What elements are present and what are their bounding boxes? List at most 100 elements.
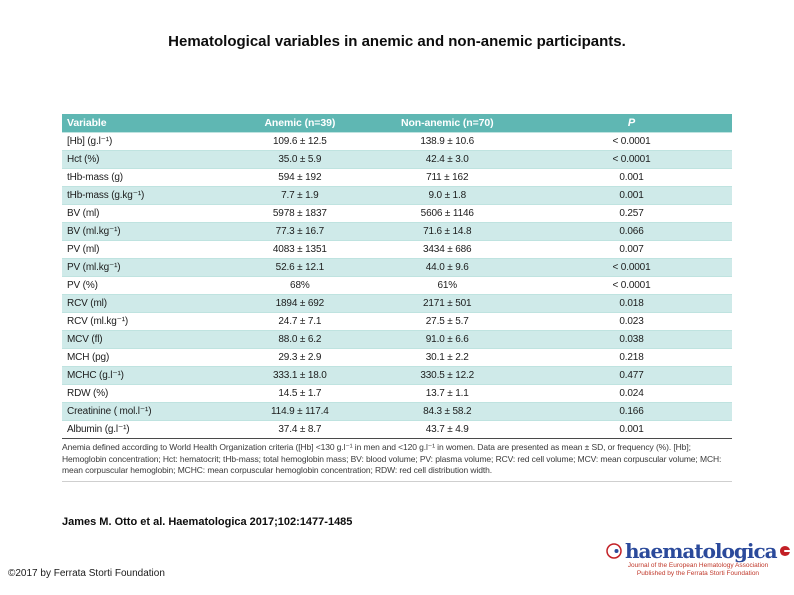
cell-non-anemic-value: 84.3 ± 58.2 (363, 402, 531, 421)
cell-non-anemic-value: 43.7 ± 4.9 (363, 420, 531, 439)
cell-anemic-value: 114.9 ± 117.4 (236, 402, 364, 421)
cell-anemic-value: 14.5 ± 1.7 (236, 384, 364, 403)
cell-non-anemic-value: 138.9 ± 10.6 (363, 132, 531, 151)
cell-p-value: 0.001 (530, 186, 732, 205)
cell-non-anemic-value: 27.5 ± 5.7 (363, 312, 531, 331)
table-row: MCHC (g.l⁻¹) 333.1 ± 18.0 330.5 ± 12.2 0… (62, 366, 732, 385)
cell-non-anemic-value: 42.4 ± 3.0 (363, 150, 531, 169)
cell-anemic-value: 333.1 ± 18.0 (236, 366, 364, 385)
cell-anemic-value: 29.3 ± 2.9 (236, 348, 364, 367)
cell-variable: MCH (pg) (62, 348, 237, 367)
table-row: RCV (ml) 1894 ± 692 2171 ± 501 0.018 (62, 294, 732, 313)
cell-variable: BV (ml.kg⁻¹) (62, 222, 237, 241)
cell-p-value: 0.001 (530, 420, 732, 439)
cell-p-value: < 0.0001 (530, 150, 732, 169)
copyright: ©2017 by Ferrata Storti Foundation (8, 568, 165, 579)
cell-non-anemic-value: 5606 ± 1146 (363, 204, 531, 223)
table-header-row: Variable Anemic (n=39) Non-anemic (n=70)… (62, 114, 732, 133)
table-row: PV (ml.kg⁻¹) 52.6 ± 12.1 44.0 ± 9.6 < 0.… (62, 258, 732, 277)
cell-anemic-value: 7.7 ± 1.9 (236, 186, 364, 205)
cell-variable: Hct (%) (62, 150, 237, 169)
slide-title: Hematological variables in anemic and no… (168, 33, 626, 50)
haematologica-globe-icon (606, 543, 622, 559)
cell-anemic-value: 88.0 ± 6.2 (236, 330, 364, 349)
logo-tagline-1: Journal of the European Hematology Assoc… (627, 562, 769, 569)
cell-p-value: 0.218 (530, 348, 732, 367)
cell-p-value: 0.001 (530, 168, 732, 187)
haematologica-logo: haematologica Journal of the European He… (606, 539, 794, 578)
column-header-non-anemic: Non-anemic (n=70) (363, 114, 531, 133)
eha-mark-icon (779, 546, 794, 556)
cell-anemic-value: 109.6 ± 12.5 (236, 132, 364, 151)
data-table: Variable Anemic (n=39) Non-anemic (n=70)… (62, 114, 732, 439)
cell-p-value: 0.007 (530, 240, 732, 259)
cell-anemic-value: 4083 ± 1351 (236, 240, 364, 259)
cell-p-value: 0.038 (530, 330, 732, 349)
cell-anemic-value: 5978 ± 1837 (236, 204, 364, 223)
cell-variable: RCV (ml.kg⁻¹) (62, 312, 237, 331)
cell-anemic-value: 35.0 ± 5.9 (236, 150, 364, 169)
cell-anemic-value: 68% (236, 276, 364, 295)
cell-non-anemic-value: 711 ± 162 (363, 168, 531, 187)
cell-variable: tHb-mass (g.kg⁻¹) (62, 186, 237, 205)
cell-p-value: 0.166 (530, 402, 732, 421)
table-row: MCH (pg) 29.3 ± 2.9 30.1 ± 2.2 0.218 (62, 348, 732, 367)
cell-p-value: 0.477 (530, 366, 732, 385)
cell-variable: MCV (fl) (62, 330, 237, 349)
cell-non-anemic-value: 330.5 ± 12.2 (363, 366, 531, 385)
table-row: tHb-mass (g.kg⁻¹) 7.7 ± 1.9 9.0 ± 1.8 0.… (62, 186, 732, 205)
cell-non-anemic-value: 2171 ± 501 (363, 294, 531, 313)
cell-p-value: < 0.0001 (530, 132, 732, 151)
table-row: BV (ml) 5978 ± 1837 5606 ± 1146 0.257 (62, 204, 732, 223)
table-footnote: Anemia defined according to World Health… (62, 442, 732, 483)
cell-p-value: < 0.0001 (530, 276, 732, 295)
cell-variable: BV (ml) (62, 204, 237, 223)
table-row: BV (ml.kg⁻¹) 77.3 ± 16.7 71.6 ± 14.8 0.0… (62, 222, 732, 241)
column-header-anemic: Anemic (n=39) (236, 114, 364, 133)
column-header-p: P (530, 114, 732, 133)
cell-variable: Creatinine ( mol.l⁻¹) (62, 402, 237, 421)
logo-wordmark: haematologica (625, 539, 778, 563)
cell-variable: MCHC (g.l⁻¹) (62, 366, 237, 385)
table-row: Creatinine ( mol.l⁻¹) 114.9 ± 117.4 84.3… (62, 402, 732, 421)
cell-anemic-value: 37.4 ± 8.7 (236, 420, 364, 439)
citation: James M. Otto et al. Haematologica 2017;… (62, 516, 353, 528)
cell-non-anemic-value: 13.7 ± 1.1 (363, 384, 531, 403)
logo-tagline-2: Published by the Ferrata Storti Foundati… (636, 570, 760, 578)
cell-anemic-value: 52.6 ± 12.1 (236, 258, 364, 277)
cell-variable: PV (ml.kg⁻¹) (62, 258, 237, 277)
cell-variable: RDW (%) (62, 384, 237, 403)
cell-variable: PV (%) (62, 276, 237, 295)
cell-p-value: < 0.0001 (530, 258, 732, 277)
cell-non-anemic-value: 30.1 ± 2.2 (363, 348, 531, 367)
cell-p-value: 0.018 (530, 294, 732, 313)
cell-non-anemic-value: 44.0 ± 9.6 (363, 258, 531, 277)
cell-variable: Albumin (g.l⁻¹) (62, 420, 237, 439)
table-row: RDW (%) 14.5 ± 1.7 13.7 ± 1.1 0.024 (62, 384, 732, 403)
cell-non-anemic-value: 61% (363, 276, 531, 295)
table-body: [Hb] (g.l⁻¹) 109.6 ± 12.5 138.9 ± 10.6 <… (62, 132, 732, 439)
cell-variable: PV (ml) (62, 240, 237, 259)
table-row: tHb-mass (g) 594 ± 192 711 ± 162 0.001 (62, 168, 732, 187)
table-row: RCV (ml.kg⁻¹) 24.7 ± 7.1 27.5 ± 5.7 0.02… (62, 312, 732, 331)
column-header-variable: Variable (62, 114, 237, 133)
cell-anemic-value: 1894 ± 692 (236, 294, 364, 313)
table-row: [Hb] (g.l⁻¹) 109.6 ± 12.5 138.9 ± 10.6 <… (62, 132, 732, 151)
cell-p-value: 0.066 (530, 222, 732, 241)
table-row: PV (%) 68% 61% < 0.0001 (62, 276, 732, 295)
cell-p-value: 0.023 (530, 312, 732, 331)
cell-anemic-value: 594 ± 192 (236, 168, 364, 187)
table-row: MCV (fl) 88.0 ± 6.2 91.0 ± 6.6 0.038 (62, 330, 732, 349)
cell-non-anemic-value: 91.0 ± 6.6 (363, 330, 531, 349)
cell-variable: RCV (ml) (62, 294, 237, 313)
cell-anemic-value: 77.3 ± 16.7 (236, 222, 364, 241)
cell-non-anemic-value: 71.6 ± 14.8 (363, 222, 531, 241)
cell-variable: tHb-mass (g) (62, 168, 237, 187)
hematology-table: Variable Anemic (n=39) Non-anemic (n=70)… (62, 114, 732, 483)
cell-anemic-value: 24.7 ± 7.1 (236, 312, 364, 331)
cell-non-anemic-value: 9.0 ± 1.8 (363, 186, 531, 205)
table-row: Albumin (g.l⁻¹) 37.4 ± 8.7 43.7 ± 4.9 0.… (62, 420, 732, 439)
cell-non-anemic-value: 3434 ± 686 (363, 240, 531, 259)
logo-taglines: Journal of the European Hematology Assoc… (606, 562, 790, 578)
